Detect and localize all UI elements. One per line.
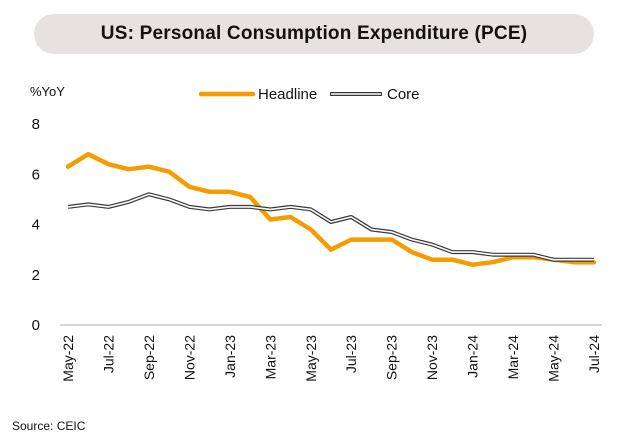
y-tick-label: 0 [32, 317, 40, 334]
source-note: Source: CEIC [12, 419, 86, 433]
x-tick-label: Jan-23 [222, 335, 238, 378]
x-tick-label: Sep-23 [384, 335, 400, 380]
x-tick-label: Nov-23 [424, 335, 440, 380]
x-tick-label: Jul-24 [586, 335, 602, 373]
series-lines [65, 151, 597, 267]
series-line-core-inner [67, 193, 594, 261]
x-tick-label: Jul-22 [100, 335, 116, 373]
chart-title: US: Personal Consumption Expenditure (PC… [100, 23, 528, 44]
legend-label-headline: Headline [258, 86, 317, 103]
x-tick-label: Jul-23 [343, 335, 359, 373]
y-axis-ticks: 0 2 4 6 8 [32, 116, 40, 334]
x-tick-label: Jan-24 [465, 335, 481, 378]
x-axis-ticks: May-22 Jul-22 Sep-22 Nov-22 Jan-23 Mar-23 May-… [60, 335, 602, 382]
series-line-headline [65, 151, 597, 267]
x-tick-label: Sep-22 [141, 335, 157, 380]
x-tick-label: Mar-24 [505, 335, 521, 380]
y-tick-label: 6 [32, 166, 40, 183]
x-tick-label: Mar-23 [262, 335, 278, 380]
chart-legend: Headline Core [198, 86, 420, 103]
y-tick-label: 2 [32, 267, 40, 284]
legend-label-core: Core [387, 86, 420, 103]
x-tick-label: May-23 [303, 335, 319, 382]
x-tick-label: Nov-22 [181, 335, 197, 380]
chart-title-banner: US: Personal Consumption Expenditure (PC… [34, 14, 594, 54]
x-tick-label: May-24 [546, 335, 562, 382]
x-tick-label: May-22 [60, 335, 76, 382]
y-axis-label: %YoY [30, 84, 65, 99]
y-tick-label: 4 [32, 217, 40, 234]
y-tick-label: 8 [32, 116, 40, 133]
